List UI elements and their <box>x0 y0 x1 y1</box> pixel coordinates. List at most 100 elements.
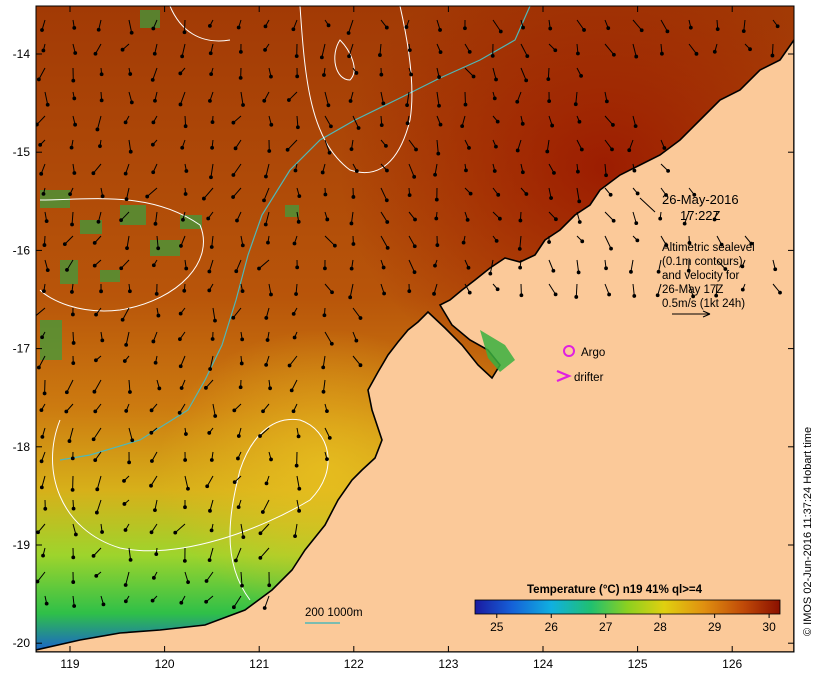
velocity-arrow-head <box>178 102 183 107</box>
velocity-arrow <box>233 595 242 608</box>
velocity-arrow-head <box>297 194 302 199</box>
velocity-arrow <box>212 307 216 321</box>
velocity-arrow-head <box>348 295 353 300</box>
velocity-arrow-head <box>267 149 272 153</box>
velocity-arrow-head <box>712 49 717 54</box>
velocity-arrow-head <box>183 458 188 462</box>
velocity-arrow-head <box>666 168 670 173</box>
velocity-arrow <box>604 115 614 126</box>
velocity-arrow-head <box>412 174 417 179</box>
velocity-arrow-head <box>436 151 441 156</box>
velocity-arrow-head <box>119 218 123 223</box>
velocity-arrow <box>604 211 614 222</box>
velocity-arrow-head <box>549 196 553 200</box>
velocity-arrow-head <box>518 265 523 270</box>
velocity-arrow-head <box>437 103 441 108</box>
velocity-arrow-head <box>153 98 157 103</box>
cloud-speckles <box>40 10 299 360</box>
velocity-arrow <box>350 211 354 224</box>
velocity-arrow-head <box>210 145 215 150</box>
velocity-arrow-head <box>295 125 300 130</box>
velocity-arrow <box>258 259 270 269</box>
velocity-arrow-head <box>435 243 440 248</box>
velocity-arrow-head <box>321 389 326 394</box>
velocity-arrow <box>632 19 643 31</box>
velocity-arrow <box>36 115 46 125</box>
lat-tick-label: -20 <box>13 636 31 650</box>
velocity-arrow-head <box>178 311 183 316</box>
lat-axis: -14 -15 -16 -17 -18 -19 -20 <box>13 47 794 650</box>
velocity-arrow-head <box>180 54 185 59</box>
colorbar-ticks: 25 26 27 28 29 30 <box>490 614 776 634</box>
velocity-arrow-head <box>610 147 614 152</box>
velocity-arrow-head <box>98 144 102 149</box>
velocity-arrow-head <box>662 146 667 150</box>
velocity-arrow-head <box>471 74 476 79</box>
velocity-arrow-head <box>93 409 98 414</box>
velocity-arrow-head <box>573 102 578 107</box>
velocity-arrow-head <box>633 124 638 128</box>
velocity-arrow-head <box>639 28 644 33</box>
velocity-arrow-head <box>70 456 75 461</box>
velocity-arrow-head <box>128 149 133 154</box>
lat-tick-label: -18 <box>13 440 31 454</box>
velocity-arrow-head <box>125 246 129 251</box>
bathymetry-contour <box>59 6 531 461</box>
velocity-arrow <box>287 139 298 151</box>
velocity-arrow-head <box>384 143 388 148</box>
argo-icon <box>563 345 575 357</box>
velocity-arrow-head <box>694 51 699 56</box>
velocity-arrow <box>352 307 361 319</box>
velocity-arrow-head <box>515 148 520 153</box>
lon-tick-label: 120 <box>155 657 175 671</box>
lon-axis: 119 120 121 122 123 124 125 126 <box>60 6 743 671</box>
velocity-arrow-head <box>72 171 77 175</box>
velocity-arrow-head <box>240 337 245 342</box>
colorbar <box>474 599 781 615</box>
velocity-arrow-head <box>269 122 274 127</box>
velocity-arrow-head <box>297 486 302 491</box>
velocity-arrow <box>38 67 46 80</box>
velocity-arrow-head <box>151 263 156 268</box>
velocity-arrow-head <box>204 385 208 390</box>
velocity-arrow-head <box>262 198 266 203</box>
velocity-arrow <box>658 259 662 272</box>
velocity-arrow-head <box>269 457 273 462</box>
velocity-arrow-head <box>404 25 409 29</box>
time-pointer-line <box>639 197 656 213</box>
velocity-arrow <box>235 259 242 272</box>
velocity-arrow-head <box>156 313 161 318</box>
velocity-arrow-head <box>358 363 363 368</box>
plot-frame <box>35 5 795 653</box>
velocity-arrow-head <box>122 359 127 363</box>
velocity-arrow <box>324 115 332 127</box>
velocity-arrow-head <box>354 338 359 343</box>
velocity-arrow-head <box>687 241 692 245</box>
velocity-arrow-head <box>204 579 209 583</box>
velocity-arrow-head <box>264 316 269 320</box>
velocity-arrow-head <box>325 409 329 414</box>
velocity-arrow <box>660 19 668 32</box>
velocity-arrow-head <box>181 217 185 222</box>
velocity-arrow-head <box>39 171 44 176</box>
velocity-arrow <box>632 43 637 57</box>
velocity-arrow-head <box>208 51 213 56</box>
velocity-arrow <box>321 43 326 58</box>
velocity-arrow-head <box>632 168 637 173</box>
velocity-arrow-head <box>123 171 128 176</box>
velocity-arrow <box>44 91 49 105</box>
velocity-arrow <box>576 187 580 202</box>
velocity-arrow-head <box>740 264 745 269</box>
velocity-arrow-head <box>156 246 161 251</box>
velocity-arrow <box>206 475 214 487</box>
velocity-arrow-head <box>330 290 334 295</box>
velocity-arrow-head <box>321 365 326 370</box>
velocity-arrow <box>260 523 270 534</box>
velocity-arrow-head <box>122 478 126 483</box>
velocity-arrow-head <box>264 481 269 486</box>
velocity-arrow-head <box>465 217 470 222</box>
velocity-arrow-head <box>153 360 158 365</box>
velocity-arrow-head <box>127 289 132 294</box>
velocity-arrow-head <box>291 409 296 414</box>
velocity-arrow-head <box>494 238 499 243</box>
